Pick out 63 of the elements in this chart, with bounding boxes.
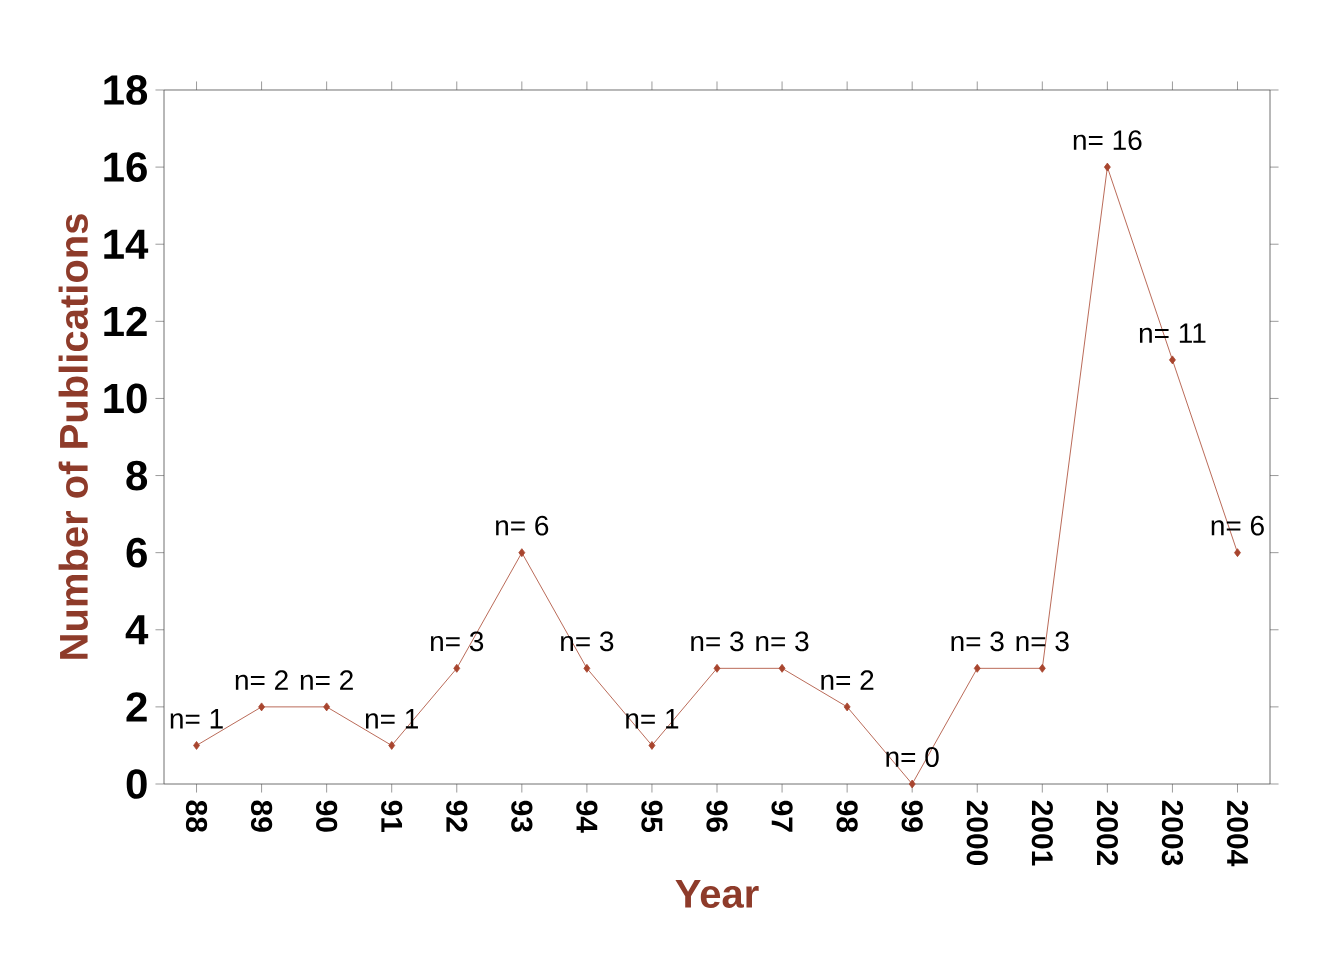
x-tick-label: 92 — [446, 800, 468, 832]
x-tick-label: 98 — [836, 800, 858, 833]
data-label: n= 3 — [561, 631, 614, 652]
point — [1103, 162, 1111, 172]
point — [193, 741, 200, 750]
x-tick-label: 94 — [576, 800, 598, 833]
point — [843, 702, 851, 712]
y-tick-label: 12 — [104, 306, 147, 336]
x-tick-label: 93 — [511, 800, 533, 832]
x-tick-label: 89 — [250, 800, 273, 832]
data-label: n= 1 — [365, 709, 418, 729]
y-tick-label: 6 — [126, 537, 147, 568]
y-tick-label: 4 — [125, 615, 149, 645]
point — [583, 663, 591, 673]
point — [323, 702, 331, 712]
point — [1234, 548, 1241, 558]
x-tick-label: 2001 — [1031, 800, 1053, 866]
x-tick-label: 2004 — [1226, 800, 1249, 867]
y-tick-label: 18 — [104, 75, 148, 105]
data-label: n= 2 — [300, 670, 353, 690]
y-axis-title: Number of Publications — [58, 214, 88, 659]
data-label: n= 2 — [821, 670, 874, 690]
x-tick-label: 97 — [771, 800, 793, 832]
y-tick-label: 14 — [104, 229, 149, 259]
data-label: n= 3 — [691, 631, 744, 652]
x-tick-label: 90 — [316, 800, 338, 832]
point — [518, 548, 526, 558]
data-label: n= 3 — [1016, 631, 1069, 652]
data-label: n= 2 — [235, 670, 288, 690]
data-label: n= 0 — [886, 747, 939, 767]
data-label: n= 11 — [1139, 323, 1206, 343]
point — [908, 779, 916, 789]
point — [453, 663, 461, 673]
point — [1169, 355, 1176, 365]
y-tick-label: 16 — [104, 152, 147, 182]
y-tick-label: 2 — [126, 692, 147, 722]
point — [258, 702, 265, 712]
data-label: n= 6 — [1211, 515, 1264, 536]
x-tick-label: 99 — [901, 800, 923, 832]
y-tick-label: 8 — [126, 460, 148, 491]
x-tick-label: 95 — [641, 800, 663, 833]
data-label: n= 6 — [496, 515, 549, 536]
data-label: n= 16 — [1073, 130, 1142, 151]
point — [973, 663, 981, 673]
data-label: n= 3 — [756, 631, 809, 652]
data-label: n= 1 — [626, 709, 679, 729]
x-tick-label: 2002 — [1096, 800, 1118, 866]
x-tick-label: 2000 — [966, 800, 988, 866]
x-tick-label: 91 — [381, 800, 403, 833]
point — [1038, 663, 1046, 673]
data-label: n= 3 — [430, 631, 484, 652]
data-label: n= 1 — [170, 709, 223, 729]
x-axis-title: Year — [675, 880, 759, 908]
x-tick-label: 2003 — [1161, 800, 1184, 866]
y-tick-label: 10 — [104, 383, 147, 414]
point — [388, 741, 396, 750]
x-tick-label: 96 — [706, 800, 728, 832]
point — [648, 741, 656, 750]
y-tick-label: 0 — [126, 769, 147, 799]
data-label: n= 3 — [951, 631, 1004, 652]
point — [713, 663, 721, 673]
x-tick-label: 88 — [185, 800, 208, 833]
point — [778, 663, 786, 673]
